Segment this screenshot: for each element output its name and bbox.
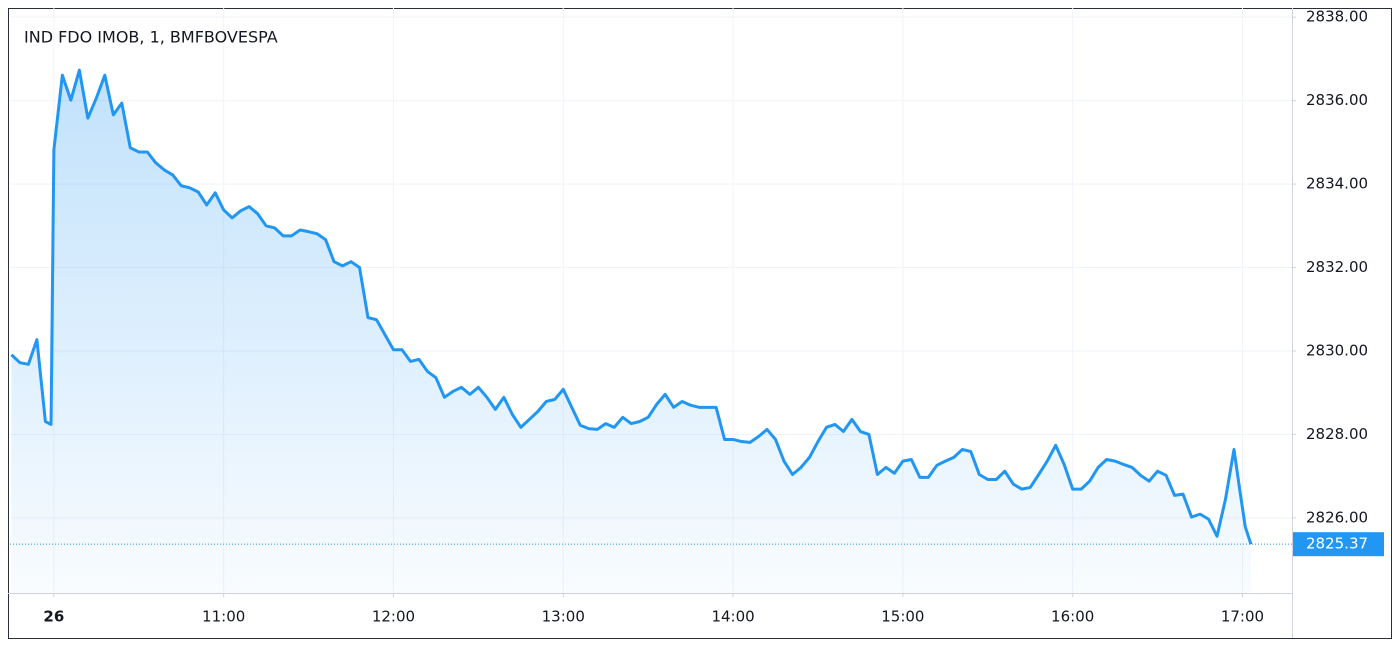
chart-title: IND FDO IMOB, 1, BMFBOVESPA bbox=[24, 28, 278, 47]
x-tick-label: 16:00 bbox=[1051, 608, 1094, 626]
y-tick-label: 2832.00 bbox=[1306, 258, 1368, 276]
price-line bbox=[10, 68, 1253, 545]
y-tick-label: 2836.00 bbox=[1306, 91, 1368, 109]
y-tick-label: 2830.00 bbox=[1306, 341, 1368, 359]
x-tick-label: 13:00 bbox=[542, 608, 585, 626]
plot bbox=[10, 68, 1292, 594]
x-tick-label: 15:00 bbox=[881, 608, 924, 626]
x-tick-label: 17:00 bbox=[1221, 608, 1264, 626]
x-tick-label: 12:00 bbox=[372, 608, 415, 626]
x-tick-label: 14:00 bbox=[711, 608, 754, 626]
y-tick-label: 2834.00 bbox=[1306, 175, 1368, 193]
x-tick-label: 11:00 bbox=[202, 608, 245, 626]
y-tick-label: 2826.00 bbox=[1306, 508, 1368, 526]
last-price-badge bbox=[1293, 532, 1384, 557]
y-tick-label: 2828.00 bbox=[1306, 425, 1368, 443]
last-price-label: 2825.37 bbox=[1306, 535, 1368, 553]
y-tick-label: 2838.00 bbox=[1306, 8, 1368, 26]
x-tick-label: 26 bbox=[43, 608, 64, 626]
axes: 2826.00 2828.00 2830.00 2832.00 2834.00 2836.… bbox=[43, 8, 1384, 626]
area-fill bbox=[11, 70, 1251, 594]
